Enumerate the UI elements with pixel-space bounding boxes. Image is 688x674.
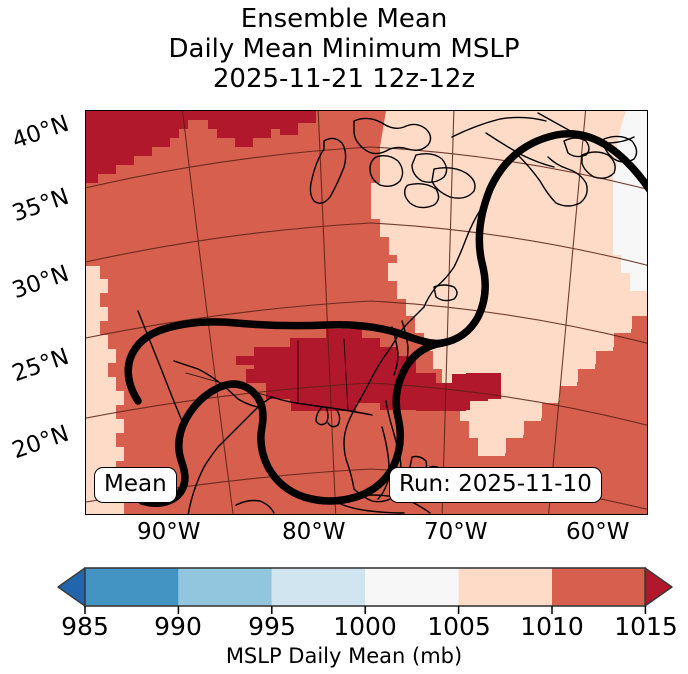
colorbar-over-arrow bbox=[644, 567, 673, 607]
colorbar-tick-label-985: 985 bbox=[61, 612, 109, 641]
colorbar-axis-label: MSLP Daily Mean (mb) bbox=[225, 644, 463, 668]
contour-line-1010-west bbox=[124, 318, 446, 405]
colorbar-under-arrow bbox=[57, 567, 86, 607]
colorbar-seg-995-1000 bbox=[271, 568, 366, 606]
colorbar-seg-1000-1005 bbox=[365, 568, 459, 606]
colorbar-seg-1005-1010 bbox=[458, 568, 552, 606]
title-line-1: Ensemble Mean bbox=[240, 4, 448, 34]
colorbar-seg-985-990 bbox=[85, 568, 179, 606]
colorbar-tick-label-1015: 1015 bbox=[614, 612, 678, 641]
colorbar[interactable]: 985 990 995 1000 1005 1010 1015 MSLP Dai… bbox=[0, 566, 688, 674]
lon-tick-60w: 60°W bbox=[566, 519, 630, 545]
colorbar-ticks bbox=[84, 606, 647, 614]
fill-band-1005-1010-west bbox=[86, 266, 124, 514]
lat-tick-40n: 40°N bbox=[8, 110, 73, 155]
colorbar-tick-label-995: 995 bbox=[248, 612, 296, 641]
title-line-3: 2025-11-21 12z-12z bbox=[212, 64, 476, 94]
page-title: Ensemble Mean Daily Mean Minimum MSLP 20… bbox=[0, 4, 688, 94]
lat-tick-25n: 25°N bbox=[8, 343, 73, 388]
fill-band-over-1015-n-strip bbox=[206, 111, 280, 147]
colorbar-tick-label-1000: 1000 bbox=[333, 612, 397, 641]
colorbar-tick-label-990: 990 bbox=[154, 612, 202, 641]
lon-tick-90w: 90°W bbox=[137, 519, 201, 545]
run-date-box: Run: 2025-11-10 bbox=[389, 467, 602, 503]
map-contour-fill bbox=[86, 111, 647, 514]
lat-tick-30n: 30°N bbox=[8, 260, 73, 305]
fill-band-1000-1005-corner2 bbox=[613, 171, 647, 291]
lon-tick-70w: 70°W bbox=[424, 519, 488, 545]
fill-band-over-1015-central2 bbox=[246, 351, 501, 411]
colorbar-seg-1010-1015 bbox=[552, 568, 646, 606]
colorbar-seg-990-995 bbox=[178, 568, 272, 606]
fill-band-over-1015-nw2 bbox=[86, 111, 161, 174]
mean-label-box: Mean bbox=[94, 467, 177, 503]
colorbar-tick-label-1005: 1005 bbox=[427, 612, 491, 641]
lat-tick-20n: 20°N bbox=[8, 420, 73, 465]
colorbar-gradient bbox=[57, 567, 673, 614]
title-line-2: Daily Mean Minimum MSLP bbox=[168, 34, 520, 64]
contour-line-1010 bbox=[138, 130, 647, 507]
lon-tick-80w: 80°W bbox=[282, 519, 346, 545]
fill-band-over-1015-n-strip2 bbox=[236, 111, 316, 135]
lat-tick-35n: 35°N bbox=[8, 183, 73, 228]
map-plot-area[interactable] bbox=[85, 110, 648, 515]
colorbar-tick-label-1010: 1010 bbox=[520, 612, 584, 641]
